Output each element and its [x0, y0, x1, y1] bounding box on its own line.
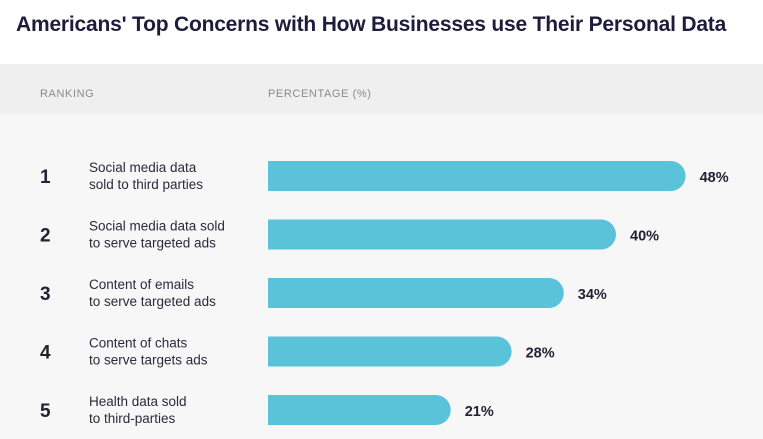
bar-label-line: Health data sold	[89, 394, 187, 409]
bar-label-line: to third-parties	[89, 411, 176, 426]
bar	[268, 336, 512, 367]
ranking-column-header: RANKING	[40, 88, 95, 100]
bar-label-line: Social media data	[89, 160, 197, 175]
value-label: 34%	[578, 287, 607, 303]
rank-number: 4	[40, 343, 51, 364]
bar	[268, 395, 451, 425]
chart-title: Americans' Top Concerns with How Busines…	[16, 13, 727, 36]
bar-label-line: Content of emails	[89, 277, 194, 292]
rank-number: 1	[40, 167, 51, 188]
value-label: 48%	[700, 170, 729, 186]
percentage-column-header: PERCENTAGE (%)	[268, 88, 372, 100]
value-label: 28%	[526, 346, 555, 362]
value-label: 21%	[465, 404, 494, 420]
value-label: 40%	[630, 229, 659, 245]
bar	[268, 278, 564, 308]
bar-label-line: to serve targets ads	[89, 353, 208, 368]
bar-label-line: sold to third parties	[89, 177, 203, 192]
rank-number: 3	[40, 284, 51, 305]
bar	[268, 219, 617, 250]
chart-panel	[0, 64, 763, 439]
column-header-band	[0, 64, 763, 114]
bar-label-line: Content of chats	[89, 336, 188, 351]
bar	[268, 161, 686, 191]
bar-label-line: to serve targeted ads	[89, 294, 216, 309]
rank-number: 5	[40, 401, 51, 422]
bar-label-line: Social media data sold	[89, 219, 225, 234]
bar-label-line: to serve targeted ads	[89, 236, 216, 251]
rank-number: 2	[40, 226, 51, 247]
